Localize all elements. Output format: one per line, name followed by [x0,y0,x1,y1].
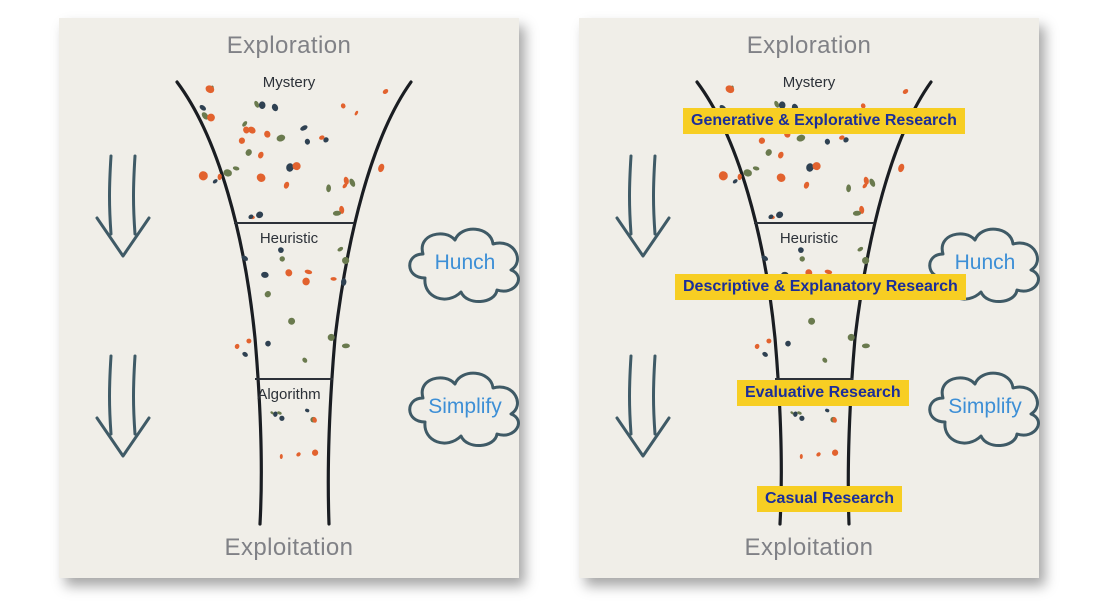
flow-arrow-lower [611,348,681,468]
cloud-simplify: Simplify [915,358,1033,436]
dots-bot [269,402,321,467]
dots-bot [789,402,841,467]
divider-heuristic [234,222,354,224]
dots-top [199,88,389,223]
funnel-card-plain: ExplorationExploitation MysteryHeuristic… [59,18,519,578]
svg-text:Simplify: Simplify [428,395,502,418]
stage-mystery: Mystery [579,74,1039,91]
funnel-card-annotated: ExplorationExploitation MysteryHeuristic… [579,18,1039,578]
svg-text:Hunch: Hunch [435,251,496,274]
cloud-hunch: Hunch [395,214,513,292]
research-tag-generative: Generative & Explorative Research [683,108,965,134]
dots-mid [237,242,351,367]
research-tag-descriptive: Descriptive & Explanatory Research [675,274,966,300]
divider-algorithm [255,378,333,380]
svg-text:Simplify: Simplify [948,395,1022,418]
cloud-simplify: Simplify [395,358,513,436]
stage-mystery: Mystery [59,74,519,91]
flow-arrow-upper [611,148,681,268]
dots-mid [757,242,871,367]
svg-text:Hunch: Hunch [955,251,1016,274]
research-tag-evaluative: Evaluative Research [737,380,909,406]
divider-heuristic [754,222,874,224]
research-tag-casual: Casual Research [757,486,902,512]
flow-arrow-upper [91,148,161,268]
flow-arrow-lower [91,348,161,468]
